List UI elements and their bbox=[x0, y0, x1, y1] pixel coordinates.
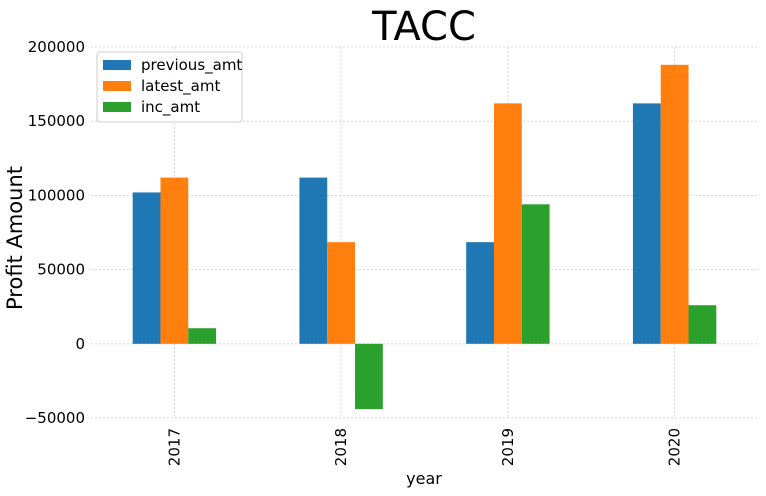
bar-previous_amt-2018 bbox=[299, 177, 328, 344]
bar-inc_amt-2019 bbox=[521, 204, 550, 344]
y-tick-label: 200000 bbox=[28, 38, 85, 56]
y-tick-label: −50000 bbox=[25, 409, 85, 427]
legend-label-previous_amt: previous_amt bbox=[141, 56, 242, 75]
legend-swatch-latest_amt bbox=[103, 81, 131, 91]
bar-inc_amt-2018 bbox=[355, 343, 383, 410]
y-tick-label: 0 bbox=[75, 335, 85, 353]
bars-layer bbox=[132, 64, 717, 410]
bar-latest_amt-2020 bbox=[660, 64, 689, 344]
bar-inc_amt-2020 bbox=[688, 305, 717, 344]
bar-previous_amt-2019 bbox=[466, 242, 494, 344]
legend-label-latest_amt: latest_amt bbox=[141, 77, 220, 96]
y-tick-label: 150000 bbox=[28, 112, 85, 130]
legend-swatch-inc_amt bbox=[103, 102, 131, 112]
x-tick-labels: 2017 2018 2019 2020 bbox=[165, 428, 683, 466]
x-axis-label: year bbox=[406, 469, 442, 488]
bar-previous_amt-2017 bbox=[132, 192, 161, 344]
bar-latest_amt-2018 bbox=[327, 242, 356, 344]
x-tick-label: 2017 bbox=[165, 428, 183, 466]
legend: previous_amt latest_amt inc_amt bbox=[96, 51, 243, 123]
y-tick-label: 50000 bbox=[37, 261, 85, 279]
legend-swatch-previous_amt bbox=[103, 60, 131, 70]
y-tick-label: 100000 bbox=[28, 186, 85, 204]
bar-previous_amt-2020 bbox=[632, 103, 661, 344]
bar-latest_amt-2017 bbox=[160, 177, 189, 344]
legend-label-inc_amt: inc_amt bbox=[141, 98, 200, 117]
y-tick-labels: −50000 0 50000 100000 150000 200000 bbox=[25, 38, 85, 427]
x-tick-label: 2019 bbox=[499, 428, 517, 466]
bar-inc_amt-2017 bbox=[188, 328, 217, 344]
bar-latest_amt-2019 bbox=[493, 103, 522, 344]
legend-box bbox=[96, 51, 243, 123]
x-tick-label: 2018 bbox=[332, 428, 350, 466]
y-axis-label: Profit Amount bbox=[3, 166, 27, 310]
x-tick-label: 2020 bbox=[666, 428, 684, 466]
chart-title: TACC bbox=[371, 4, 476, 50]
